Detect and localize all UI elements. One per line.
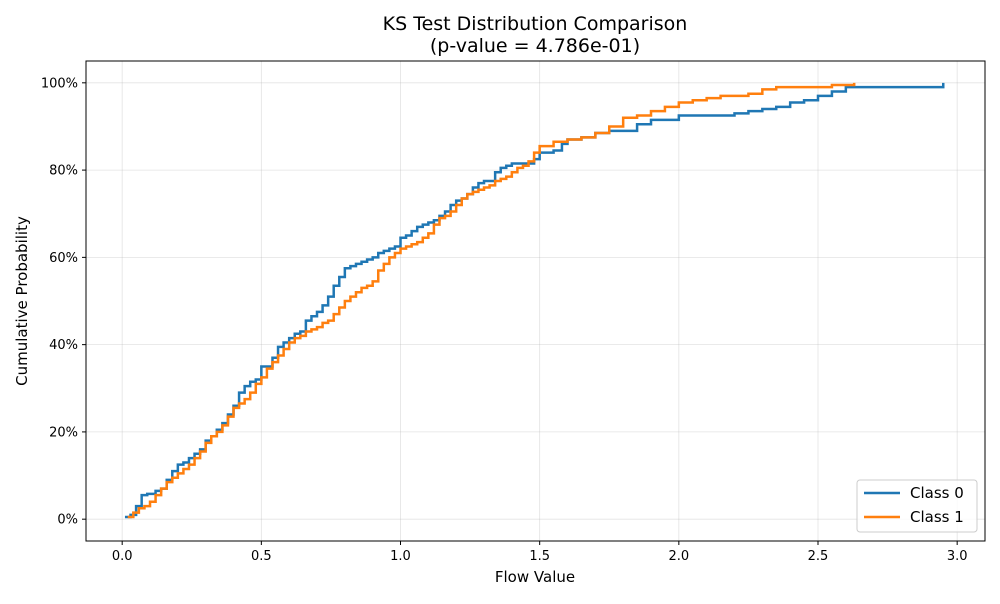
series-line-class-1 — [127, 82, 856, 519]
y-tick-label: 80% — [49, 164, 78, 179]
x-tick-label: 0.5 — [251, 549, 272, 564]
y-tick-label: 100% — [41, 76, 78, 91]
x-axis-ticks: 0.0 0.5 1.0 1.5 2.0 2.5 3.0 — [112, 541, 968, 564]
chart-subtitle: (p-value = 4.786e-01) — [430, 35, 640, 57]
x-tick-label: 2.0 — [668, 549, 689, 564]
y-tick-label: 60% — [49, 251, 78, 266]
legend: Class 0 Class 1 — [856, 479, 978, 533]
y-axis-ticks: 0% 20% 40% 60% 80% 100% — [41, 76, 86, 528]
x-tick-label: 3.0 — [947, 549, 968, 564]
y-axis-label: Cumulative Probability — [13, 216, 31, 386]
y-tick-label: 20% — [49, 425, 78, 440]
chart-title: KS Test Distribution Comparison — [383, 13, 688, 35]
series-line-class-0 — [124, 82, 945, 519]
legend-label-class-0: Class 0 — [910, 484, 964, 502]
x-tick-label: 1.0 — [390, 549, 411, 564]
grid-lines — [86, 61, 985, 541]
y-tick-label: 0% — [57, 513, 78, 528]
x-tick-label: 2.5 — [808, 549, 829, 564]
series-lines — [124, 82, 945, 519]
y-tick-label: 40% — [49, 338, 78, 353]
x-tick-label: 0.0 — [112, 549, 133, 564]
legend-label-class-1: Class 1 — [910, 508, 964, 526]
plot-frame — [85, 60, 986, 542]
x-tick-label: 1.5 — [529, 549, 550, 564]
x-axis-label: Flow Value — [495, 568, 575, 586]
